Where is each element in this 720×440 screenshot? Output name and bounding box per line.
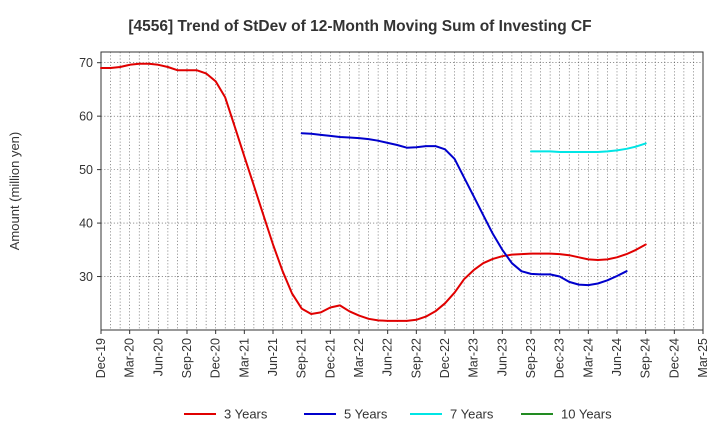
legend-label-5-years: 5 Years [344,407,388,422]
chart-title: [4556] Trend of StDev of 12-Month Moving… [128,18,591,35]
x-tick-label: Mar-23 [467,338,481,378]
x-tick-label: Dec-20 [209,338,223,378]
x-tick-label: Jun-20 [151,338,165,376]
y-tick-label: 50 [79,163,93,177]
series-line-7-years [530,142,647,153]
series-line-3-years [100,62,647,322]
series-line-5-years [300,132,628,287]
x-tick-label: Sep-23 [524,338,538,378]
x-tick-label: Sep-22 [409,338,423,378]
legend-label-3-years: 3 Years [224,407,268,422]
x-tick-label: Mar-20 [123,338,137,378]
legend: 3 Years 5 Years 7 Years 10 Years [184,407,612,422]
x-tick-label: Sep-20 [180,338,194,378]
x-tick-label: Dec-24 [667,338,681,378]
y-axis-label: Amount (million yen) [7,132,22,251]
plot-area: 30 40 50 60 70 Dec-19 Mar-20 Jun-20 Sep-20 Dec-20… [79,51,710,378]
plot-border [100,51,704,331]
y-tick-label: 60 [79,110,93,124]
legend-label-7-years: 7 Years [450,407,494,422]
x-tick-label: Mar-24 [581,338,595,378]
y-tick-label: 30 [79,270,93,284]
legend-label-10-years: 10 Years [561,407,612,422]
y-tick-label: 40 [79,217,93,231]
x-tick-label: Sep-21 [295,338,309,378]
x-tick-label: Sep-24 [639,338,653,378]
x-tick-label: Mar-25 [696,338,710,378]
x-tick-label: Jun-24 [610,338,624,376]
x-tick-label: Mar-21 [237,338,251,378]
y-tick-label: 70 [79,56,93,70]
x-tick-label: Jun-21 [266,338,280,376]
x-tick-label: Dec-22 [438,338,452,378]
x-tick-label: Mar-22 [352,338,366,378]
x-tick-label: Jun-22 [381,338,395,376]
x-tick-label: Dec-19 [94,338,108,378]
x-tick-label: Jun-23 [495,338,509,376]
x-tick-label: Dec-21 [323,338,337,378]
x-tick-label: Dec-23 [553,338,567,378]
